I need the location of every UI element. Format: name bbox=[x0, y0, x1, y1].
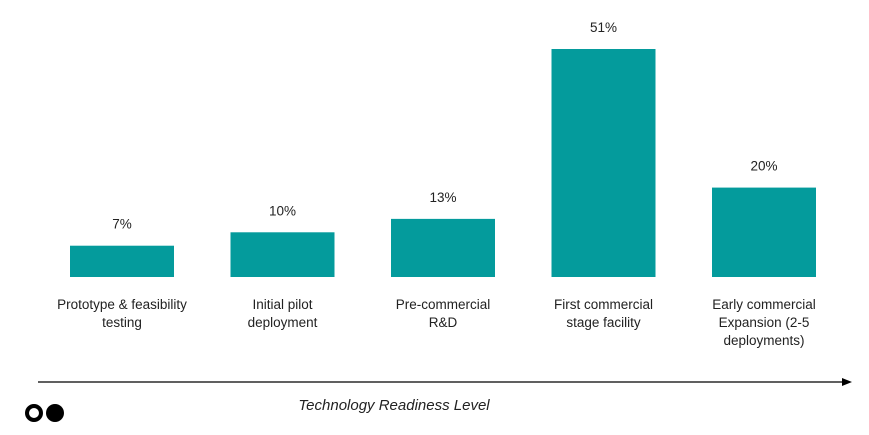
x-axis-arrowhead bbox=[842, 378, 852, 386]
category-label-line: deployments) bbox=[723, 333, 804, 348]
bar-5 bbox=[712, 187, 816, 277]
category-label-line: Expansion (2-5 bbox=[719, 315, 810, 330]
x-axis-title: Technology Readiness Level bbox=[298, 397, 490, 414]
category-label-2: Initial pilot deployment bbox=[248, 297, 318, 330]
bar-2 bbox=[230, 232, 335, 277]
category-label-5: Early commercial Expansion (2-5 deployment… bbox=[712, 297, 816, 348]
value-label-2: 10% bbox=[269, 203, 296, 218]
logo-dot bbox=[46, 404, 64, 422]
value-label-5: 20% bbox=[750, 159, 777, 174]
category-label-line: deployment bbox=[248, 315, 318, 330]
x-axis-arrow bbox=[38, 378, 852, 386]
two-dots-logo-icon bbox=[25, 404, 64, 422]
bar-3 bbox=[391, 218, 495, 277]
category-label-3: Pre-commercial R&D bbox=[396, 297, 491, 330]
bars-group bbox=[70, 49, 816, 277]
category-labels-group: Prototype & feasibility testing Initial pi… bbox=[57, 297, 816, 348]
category-label-line: Early commercial bbox=[712, 297, 816, 312]
category-label-line: Prototype & feasibility bbox=[57, 297, 187, 312]
category-label-line: R&D bbox=[429, 315, 458, 330]
category-label-line: Pre-commercial bbox=[396, 297, 491, 312]
category-label-line: testing bbox=[102, 315, 142, 330]
category-label-1: Prototype & feasibility testing bbox=[57, 297, 187, 330]
category-label-line: First commercial bbox=[554, 297, 653, 312]
category-label-4: First commercial stage facility bbox=[554, 297, 653, 330]
bar-4 bbox=[551, 49, 656, 277]
value-label-3: 13% bbox=[429, 190, 456, 205]
category-label-line: stage facility bbox=[566, 315, 641, 330]
value-label-1: 7% bbox=[112, 217, 132, 232]
value-labels-group: 7% 10% 13% 51% 20% bbox=[112, 20, 777, 232]
category-label-line: Initial pilot bbox=[252, 297, 312, 312]
bar-1 bbox=[70, 245, 174, 277]
logo-ring bbox=[25, 404, 43, 422]
value-label-4: 51% bbox=[590, 20, 617, 35]
